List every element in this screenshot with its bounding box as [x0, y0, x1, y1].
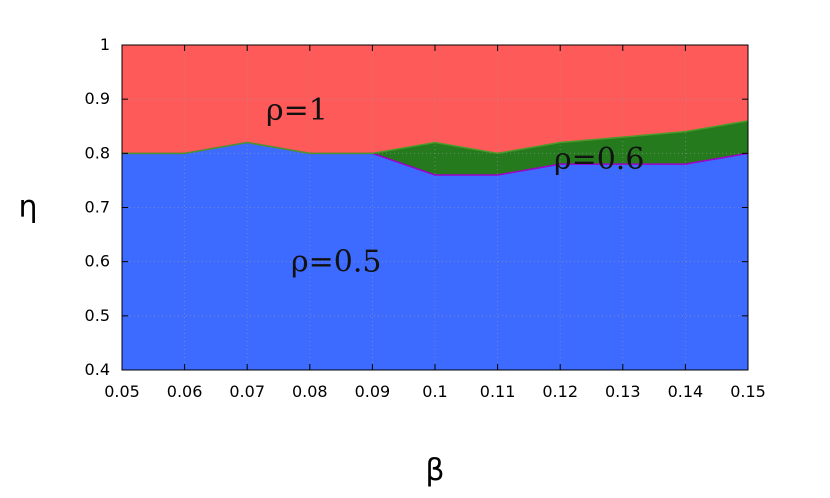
region-label: ρ=1 — [266, 93, 328, 128]
y-tick-label: 0.4 — [85, 360, 110, 379]
y-axis-label: η — [18, 190, 37, 225]
x-tick-label: 0.06 — [167, 382, 203, 401]
x-tick-label: 0.13 — [605, 382, 641, 401]
region-rho-0-5 — [122, 142, 748, 370]
x-tick-label: 0.09 — [355, 382, 391, 401]
x-tick-label: 0.05 — [104, 382, 140, 401]
axis-ticks: 0.05 0.06 0.07 0.08 0.09 0.1 0.11 0.12 0.13 0.14 0… — [85, 35, 766, 401]
y-tick-label: 0.5 — [85, 306, 110, 325]
y-tick-label: 1 — [100, 35, 110, 54]
region-boundaries — [122, 120, 749, 176]
x-axis-label: β — [425, 453, 444, 488]
x-tick-label: 0.08 — [292, 382, 328, 401]
y-tick-label: 0.8 — [85, 143, 110, 162]
region-labels: ρ=1 ρ=0.6 ρ=0.5 — [266, 93, 644, 280]
y-tick-label: 0.9 — [85, 89, 110, 108]
y-tick-label: 0.7 — [85, 198, 110, 217]
boundary-rho-0-6 — [122, 120, 749, 155]
region-rho-0-6 — [122, 120, 748, 175]
region-label: ρ=0.5 — [291, 245, 381, 280]
x-tick-label: 0.1 — [422, 382, 447, 401]
x-tick-label: 0.07 — [229, 382, 265, 401]
x-tick-label: 0.14 — [668, 382, 704, 401]
region-label: ρ=0.6 — [554, 142, 644, 177]
x-tick-label: 0.11 — [480, 382, 516, 401]
y-tick-label: 0.6 — [85, 252, 110, 271]
grid-lines — [122, 45, 748, 370]
x-tick-label: 0.15 — [730, 382, 766, 401]
x-tick-label: 0.12 — [542, 382, 578, 401]
